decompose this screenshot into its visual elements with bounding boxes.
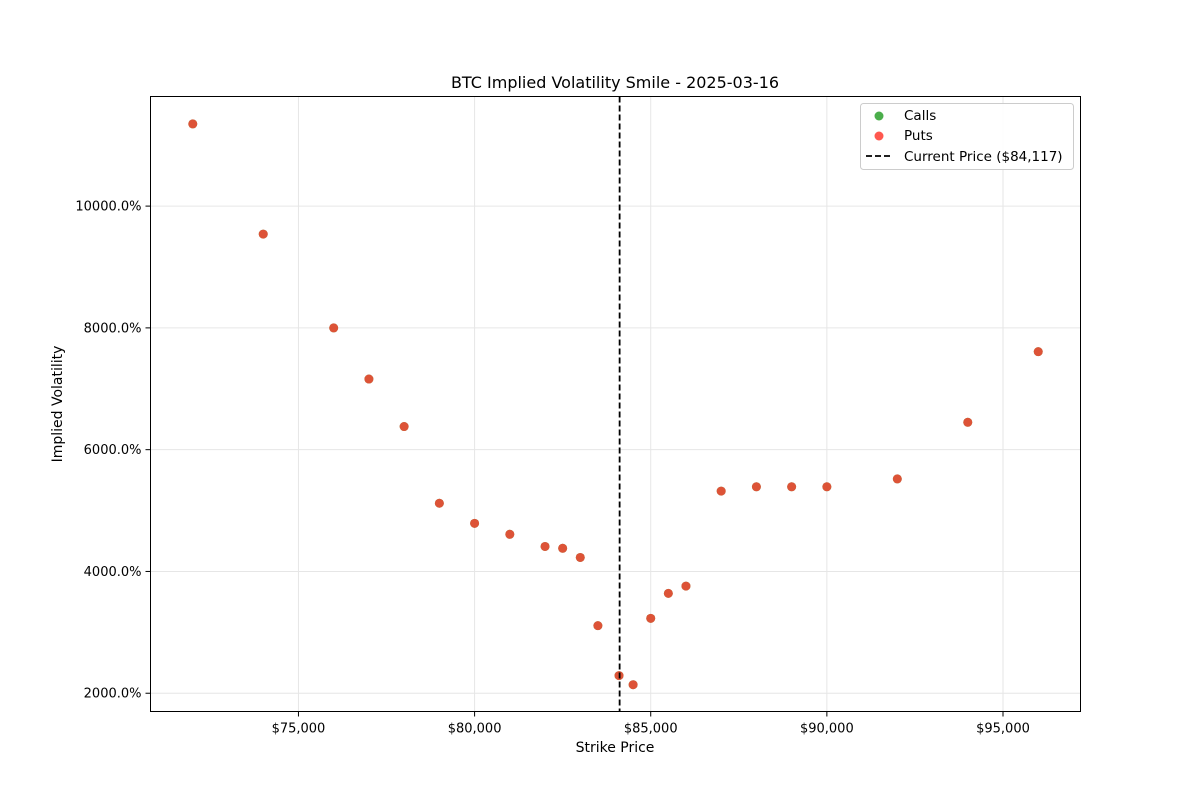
legend-frame xyxy=(860,103,1074,170)
y-axis-ticks: 2000.0% 4000.0% 6000.0% 8000.0% 10000.0% xyxy=(75,200,151,702)
puts-point xyxy=(892,474,902,484)
puts-point xyxy=(822,482,832,492)
puts-point xyxy=(399,422,409,432)
puts-point xyxy=(787,482,797,492)
puts-point xyxy=(540,541,550,551)
puts-point xyxy=(470,518,480,528)
legend-puts-marker xyxy=(874,131,884,141)
puts-point xyxy=(558,543,568,553)
legend-calls-label: Calls xyxy=(904,108,936,124)
y-tick-label: 10000.0% xyxy=(75,200,141,215)
plot-frame xyxy=(150,96,1081,712)
puts-point xyxy=(434,498,444,508)
puts-point xyxy=(963,417,973,427)
puts-point xyxy=(364,374,374,384)
y-tick-label: 2000.0% xyxy=(84,687,142,702)
data-points xyxy=(188,119,1043,690)
y-tick-label: 6000.0% xyxy=(84,443,142,458)
puts-point xyxy=(1033,347,1043,357)
puts-point xyxy=(188,119,198,129)
puts-point xyxy=(258,229,268,239)
legend-puts-label: Puts xyxy=(904,128,933,144)
x-axis-label: Strike Price xyxy=(576,740,655,756)
puts-point xyxy=(681,581,691,591)
puts-point xyxy=(329,323,339,333)
puts-point xyxy=(505,529,515,539)
x-tick-label: $90,000 xyxy=(800,722,854,737)
legend-current-price-label: Current Price ($84,117) xyxy=(904,149,1063,165)
chart-title: BTC Implied Volatility Smile - 2025-03-1… xyxy=(451,73,779,92)
grid xyxy=(150,96,1081,712)
puts-point xyxy=(716,486,726,496)
puts-point xyxy=(646,613,656,623)
y-axis-label: Implied Volatility xyxy=(50,346,66,463)
legend-calls-marker xyxy=(874,111,884,121)
puts-point xyxy=(751,482,761,492)
x-tick-label: $85,000 xyxy=(624,722,678,737)
puts-point xyxy=(663,588,673,598)
x-tick-label: $95,000 xyxy=(976,722,1030,737)
puts-point xyxy=(593,621,603,631)
y-tick-label: 4000.0% xyxy=(84,565,142,580)
puts-point xyxy=(575,552,585,562)
x-tick-label: $80,000 xyxy=(448,722,502,737)
x-tick-label: $75,000 xyxy=(272,722,326,737)
legend: Calls Puts Current Price ($84,117) xyxy=(860,103,1074,170)
puts-point xyxy=(628,680,638,690)
x-axis-ticks: $75,000 $80,000 $85,000 $90,000 $95,000 xyxy=(272,711,1030,737)
y-tick-label: 8000.0% xyxy=(84,321,142,336)
